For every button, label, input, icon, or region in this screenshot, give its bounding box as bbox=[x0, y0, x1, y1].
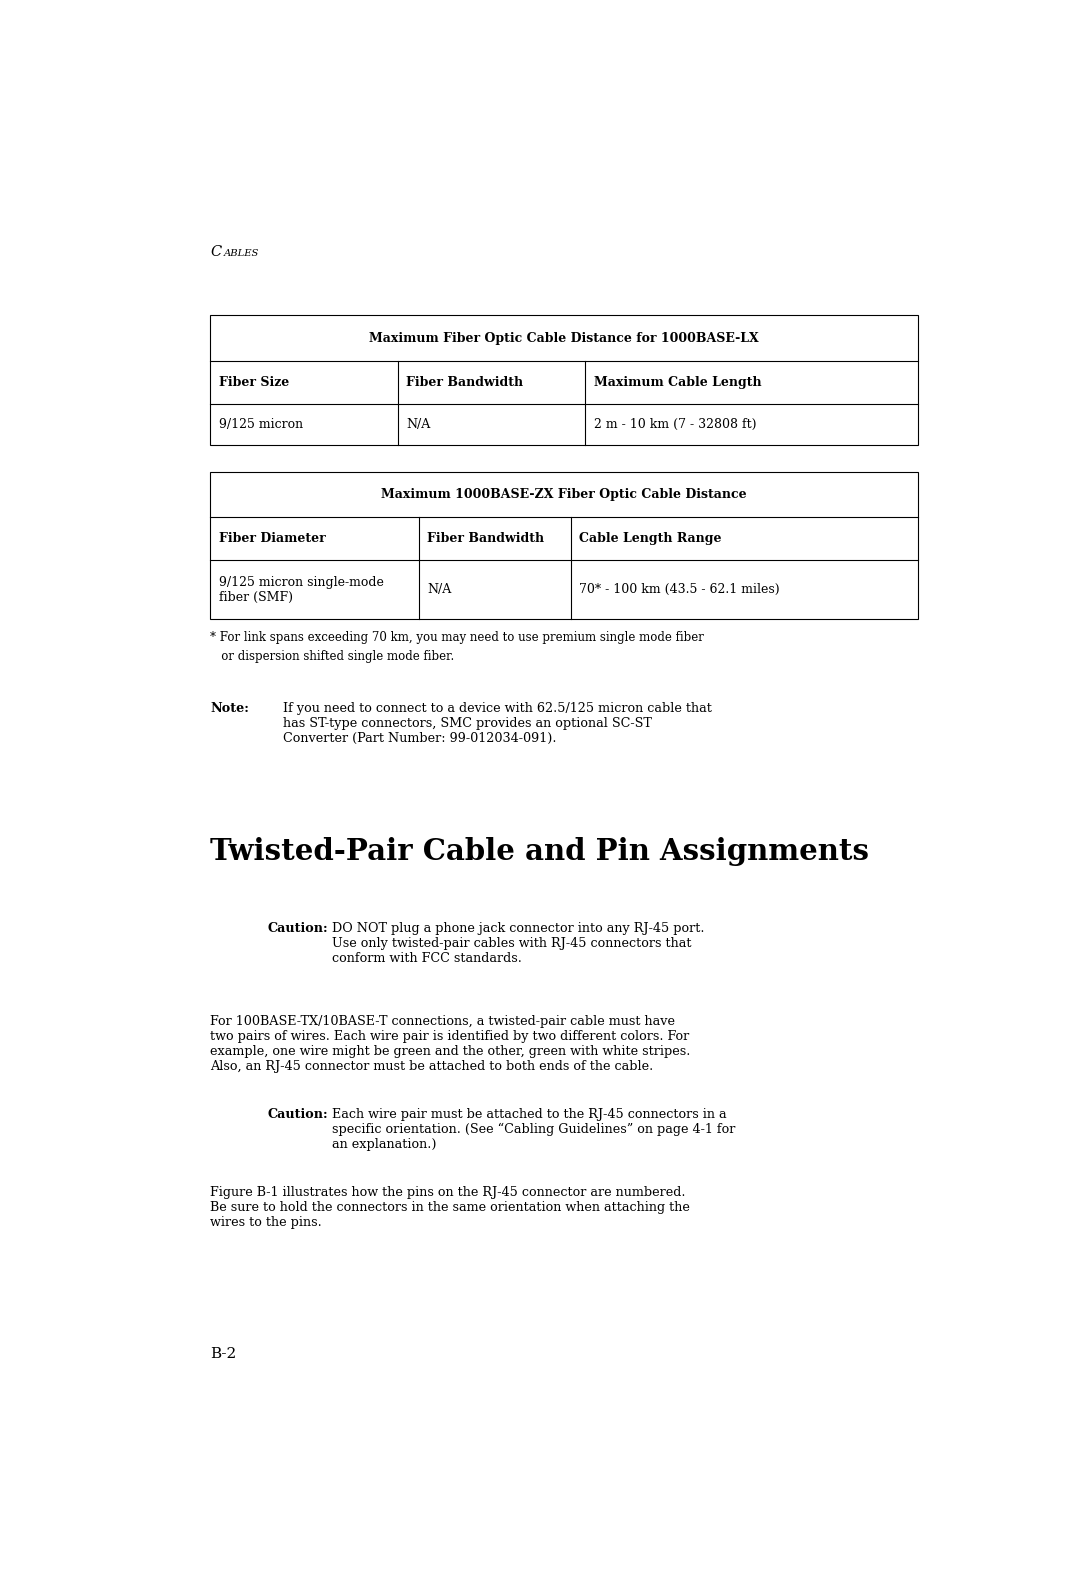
Text: Figure B-1 illustrates how the pins on the RJ-45 connector are numbered.
Be sure: Figure B-1 illustrates how the pins on t… bbox=[211, 1187, 690, 1229]
Text: Maximum 1000BASE-ZX Fiber Optic Cable Distance: Maximum 1000BASE-ZX Fiber Optic Cable Di… bbox=[381, 488, 746, 501]
Text: Note:: Note: bbox=[211, 702, 249, 714]
Text: Cable Length Range: Cable Length Range bbox=[579, 532, 721, 545]
Text: 9/125 micron single-mode
fiber (SMF): 9/125 micron single-mode fiber (SMF) bbox=[218, 576, 383, 604]
Text: N/A: N/A bbox=[406, 418, 430, 430]
Text: Twisted-Pair Cable and Pin Assignments: Twisted-Pair Cable and Pin Assignments bbox=[211, 837, 869, 867]
Text: If you need to connect to a device with 62.5/125 micron cable that
has ST-type c: If you need to connect to a device with … bbox=[283, 702, 712, 744]
Text: Maximum Fiber Optic Cable Distance for 1000BASE-LX: Maximum Fiber Optic Cable Distance for 1… bbox=[369, 331, 759, 344]
Text: Fiber Bandwidth: Fiber Bandwidth bbox=[406, 375, 523, 389]
Text: Fiber Bandwidth: Fiber Bandwidth bbox=[428, 532, 544, 545]
Text: or dispersion shifted single mode fiber.: or dispersion shifted single mode fiber. bbox=[211, 650, 455, 663]
Text: DO NOT plug a phone jack connector into any RJ-45 port.
Use only twisted-pair ca: DO NOT plug a phone jack connector into … bbox=[332, 922, 704, 964]
Text: 9/125 micron: 9/125 micron bbox=[218, 418, 302, 430]
Text: Fiber Size: Fiber Size bbox=[218, 375, 289, 389]
Text: B-2: B-2 bbox=[211, 1347, 237, 1361]
Text: For 100BASE-TX/10BASE-T connections, a twisted-pair cable must have
two pairs of: For 100BASE-TX/10BASE-T connections, a t… bbox=[211, 1014, 691, 1072]
Text: 2 m - 10 km (7 - 32808 ft): 2 m - 10 km (7 - 32808 ft) bbox=[594, 418, 756, 430]
Text: C: C bbox=[211, 245, 221, 259]
Text: Fiber Diameter: Fiber Diameter bbox=[218, 532, 325, 545]
Text: ABLES: ABLES bbox=[224, 250, 259, 257]
Text: 70* - 100 km (43.5 - 62.1 miles): 70* - 100 km (43.5 - 62.1 miles) bbox=[579, 582, 780, 597]
Text: N/A: N/A bbox=[428, 582, 451, 597]
Text: Caution:: Caution: bbox=[267, 1108, 328, 1121]
Text: * For link spans exceeding 70 km, you may need to use premium single mode fiber: * For link spans exceeding 70 km, you ma… bbox=[211, 631, 704, 644]
Bar bbox=[211, 316, 918, 446]
Text: Caution:: Caution: bbox=[267, 922, 328, 934]
Text: Each wire pair must be attached to the RJ-45 connectors in a
specific orientatio: Each wire pair must be attached to the R… bbox=[332, 1108, 735, 1151]
Text: Maximum Cable Length: Maximum Cable Length bbox=[594, 375, 761, 389]
Bar bbox=[211, 473, 918, 620]
